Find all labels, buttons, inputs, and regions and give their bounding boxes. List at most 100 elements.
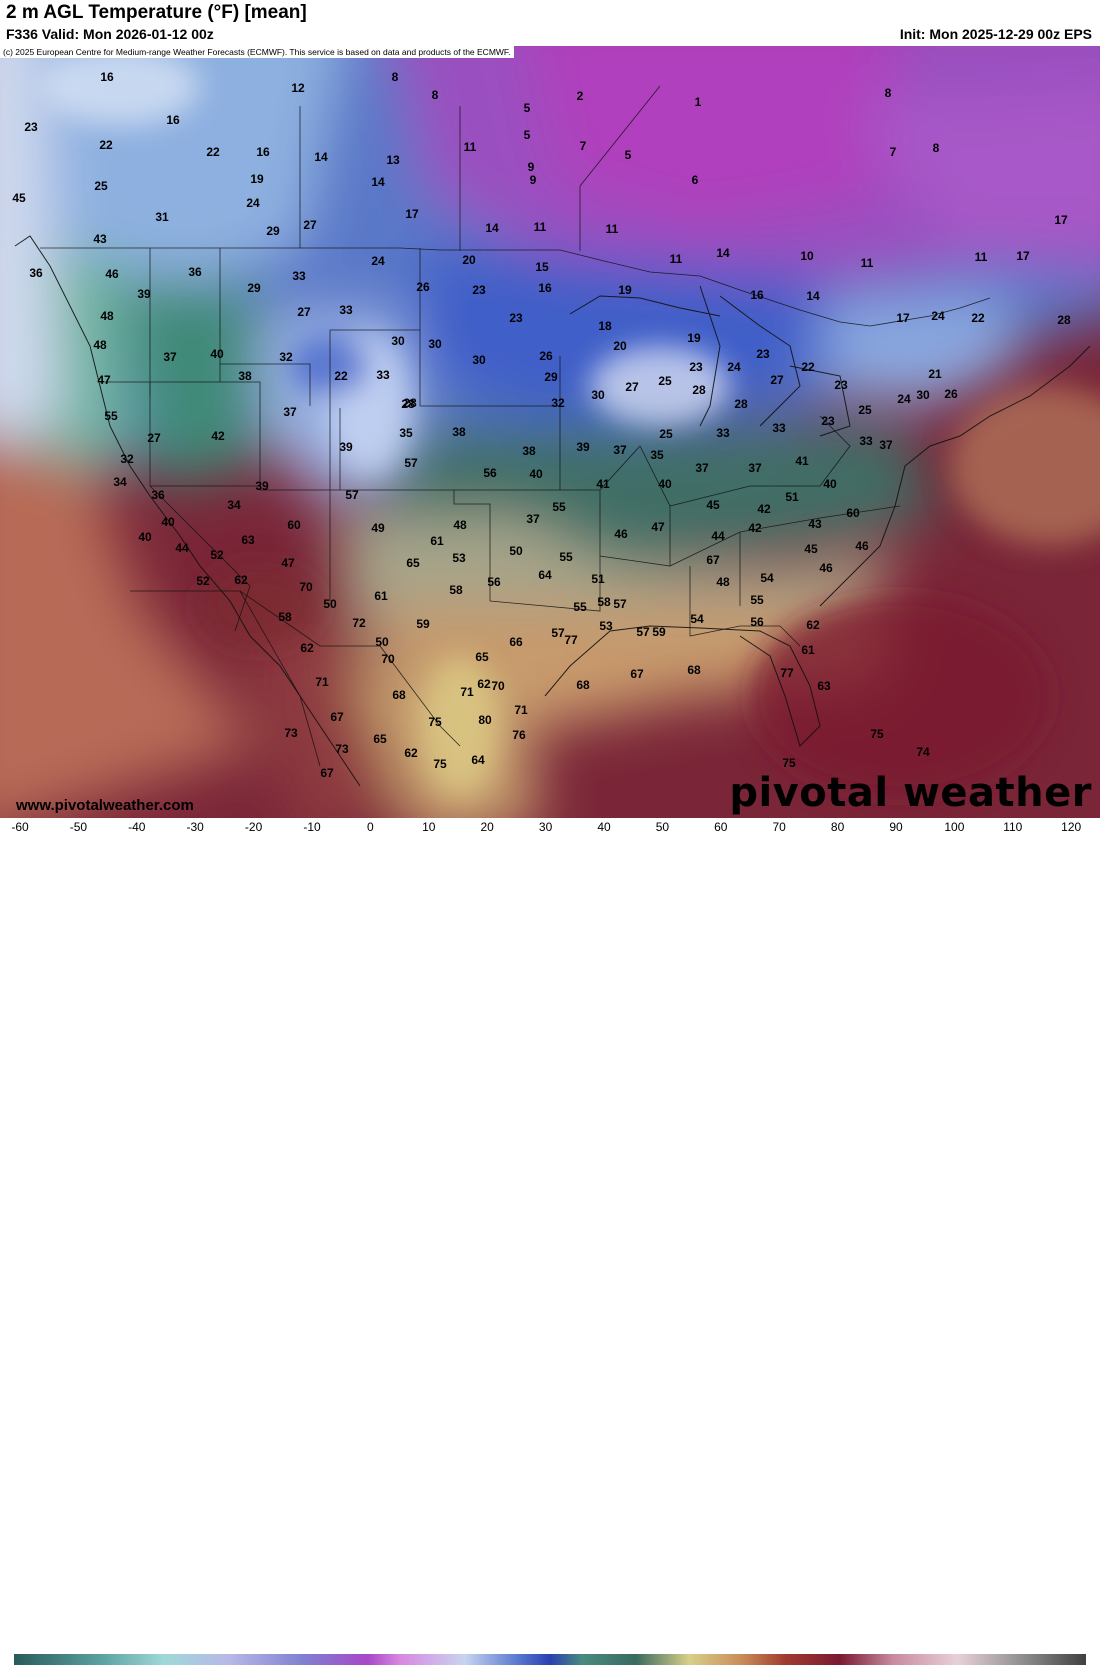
temperature-label: 55 (750, 593, 764, 607)
temperature-label: 54 (760, 571, 774, 585)
temperature-label: 75 (433, 757, 447, 771)
temperature-label: 18 (598, 319, 612, 333)
temperature-label: 8 (432, 88, 439, 102)
temperature-label: 71 (315, 675, 329, 689)
temperature-label: 40 (138, 530, 152, 544)
temperature-label: 65 (475, 650, 489, 664)
temperature-label: 72 (352, 616, 366, 630)
temperature-label: 71 (460, 685, 474, 699)
temperature-label: 44 (711, 529, 725, 543)
temperature-label: 50 (375, 635, 389, 649)
temperature-label: 61 (430, 534, 444, 548)
temperature-label: 33 (716, 426, 730, 440)
temperature-label: 13 (386, 153, 400, 167)
temperature-label: 33 (859, 434, 873, 448)
temperature-label: 50 (509, 544, 523, 558)
temperature-label: 27 (770, 373, 784, 387)
temperature-label: 38 (522, 444, 536, 458)
temperature-label: 75 (428, 715, 442, 729)
header: 2 m AGL Temperature (°F) [mean] F336 Val… (0, 0, 1100, 46)
temperature-label: 46 (105, 267, 119, 281)
temperature-label: 57 (613, 597, 627, 611)
temperature-label: 38 (238, 369, 252, 383)
temperature-label: 63 (241, 533, 255, 547)
temperature-label: 29 (544, 370, 558, 384)
temperature-map[interactable]: 16 8 8 2 12 16 23 22 22 16 14 13 5 1 7 8 11 5 5 9 25 19 14 6 8 7 2… (0, 46, 1100, 818)
temperature-label: 46 (855, 539, 869, 553)
temperature-label: 62 (404, 746, 418, 760)
temperature-label: 27 (303, 218, 317, 232)
temperature-label: 21 (928, 367, 942, 381)
temperature-label: 15 (535, 260, 549, 274)
temperature-label: 26 (416, 280, 430, 294)
temperature-label: 67 (330, 710, 344, 724)
temperature-label: 27 (147, 431, 161, 445)
temperature-label: 55 (559, 550, 573, 564)
temperature-label: 17 (405, 207, 419, 221)
temperature-label: 42 (748, 521, 762, 535)
temperature-label: 45 (804, 542, 818, 556)
temperature-label: 19 (687, 331, 701, 345)
temperature-label: 71 (514, 703, 528, 717)
temperature-label: 20 (462, 253, 476, 267)
temperature-label: 22 (334, 369, 348, 383)
colorbar-tick: -60 (11, 820, 29, 834)
website-label[interactable]: www.pivotalweather.com (16, 797, 194, 814)
temperature-label: 62 (300, 641, 314, 655)
temperature-label: 40 (823, 477, 837, 491)
temperature-label: 38 (452, 425, 466, 439)
temperature-label: 70 (299, 580, 313, 594)
temperature-label: 27 (625, 380, 639, 394)
temperature-label: 33 (339, 303, 353, 317)
temperature-label: 14 (371, 175, 385, 189)
temperature-label: 39 (339, 440, 353, 454)
temperature-label: 31 (155, 210, 169, 224)
temperature-label: 26 (944, 387, 958, 401)
temperature-label: 58 (278, 610, 292, 624)
temperature-label: 9 (528, 160, 535, 174)
temperature-label: 48 (716, 575, 730, 589)
temperature-label: 16 (100, 70, 114, 84)
map-title: 2 m AGL Temperature (°F) [mean] (6, 2, 307, 23)
temperature-label: 77 (780, 666, 794, 680)
temperature-label: 20 (613, 339, 627, 353)
temperature-label: 23 (24, 120, 38, 134)
temperature-label: 17 (896, 311, 910, 325)
temperature-label: 24 (727, 360, 741, 374)
temperature-label: 46 (614, 527, 628, 541)
temperature-label: 40 (658, 477, 672, 491)
temperature-label: 8 (392, 70, 399, 84)
temperature-label: 29 (247, 281, 261, 295)
temperature-label: 5 (524, 128, 531, 142)
temperature-label: 28 (403, 396, 417, 410)
temperature-label: 64 (471, 753, 485, 767)
colorbar-tick: -10 (303, 820, 321, 834)
temperature-label: 27 (297, 305, 311, 319)
pivotal-weather-logo: pivotal weather (729, 770, 1092, 816)
temperature-label: 61 (374, 589, 388, 603)
temperature-label: 39 (576, 440, 590, 454)
temperature-label: 40 (210, 347, 224, 361)
temperature-label: 55 (573, 600, 587, 614)
temperature-label: 7 (890, 145, 897, 159)
temperature-label: 40 (529, 467, 543, 481)
temperature-label: 5 (625, 148, 632, 162)
temperature-label: 24 (246, 196, 260, 210)
temperature-label: 25 (94, 179, 108, 193)
temperature-label: 35 (650, 448, 664, 462)
temperature-label: 14 (806, 289, 820, 303)
temperature-label: 70 (381, 652, 395, 666)
temperature-label: 39 (255, 479, 269, 493)
temperature-label: 37 (879, 438, 893, 452)
temperature-label: 53 (452, 551, 466, 565)
temperature-label: 24 (931, 309, 945, 323)
init-time: Init: Mon 2025-12-29 00z EPS (899, 26, 1092, 42)
temperature-label: 67 (320, 766, 334, 780)
temperature-field (0, 46, 1100, 818)
colorbar-tick: 40 (597, 820, 611, 834)
temperature-label: 75 (870, 727, 884, 741)
temperature-label: 16 (256, 145, 270, 159)
temperature-label: 30 (391, 334, 405, 348)
temperature-label: 37 (526, 512, 540, 526)
temperature-label: 25 (659, 427, 673, 441)
